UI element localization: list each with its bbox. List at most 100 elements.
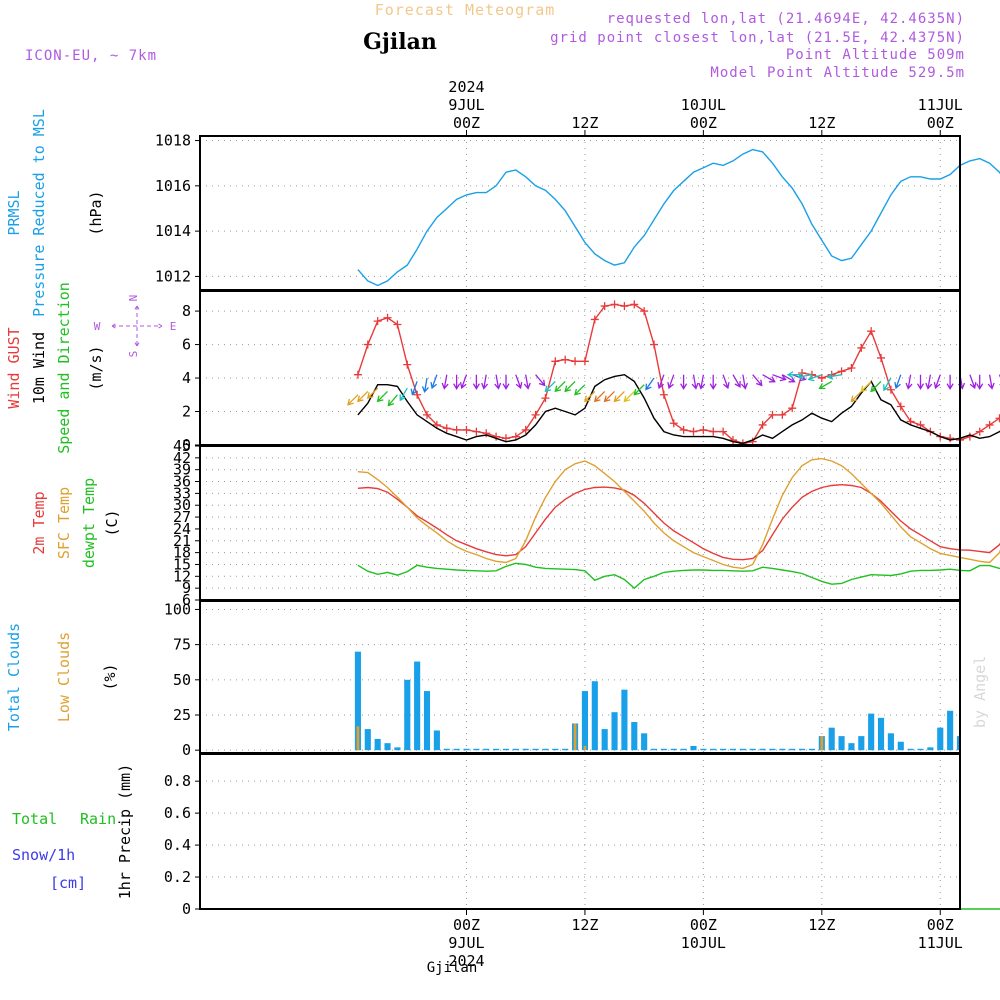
gust-marker xyxy=(758,420,767,429)
cloud-bar xyxy=(897,741,904,751)
cloud-bar xyxy=(877,717,885,751)
wind-arrow xyxy=(603,390,615,403)
bottom-time-label: 12Z xyxy=(571,916,598,934)
wind-arrow xyxy=(796,372,813,380)
pressure-background xyxy=(200,136,960,290)
wind-ylabel: Speed and Direction xyxy=(55,282,73,454)
temperature-ytick-label: 6 xyxy=(182,591,191,609)
cloud-bar xyxy=(739,748,746,751)
plot-area: 1012 1014 1016 1018 PRMSL Pressure Reduced to… xyxy=(5,78,1000,970)
wind-arrow xyxy=(883,377,892,392)
gust-marker xyxy=(590,315,599,324)
temperature-ytick-label: 42 xyxy=(173,449,191,467)
requested-coords: requested lon,lat (21.4694E, 42.4635N) xyxy=(607,11,965,27)
cloud-bar xyxy=(848,743,855,751)
wind-arrow xyxy=(410,381,418,396)
cloud-bar xyxy=(868,713,875,751)
gust-marker xyxy=(689,427,698,436)
temperature-ytick-label: 9 xyxy=(182,579,191,597)
cloud-bar xyxy=(779,748,786,751)
gust-marker xyxy=(383,313,392,322)
gust-marker xyxy=(985,420,994,429)
gust-marker xyxy=(580,357,589,366)
gust-marker xyxy=(472,427,481,436)
gust-marker xyxy=(867,327,876,336)
precipitation-frame xyxy=(199,753,961,910)
cloud-bar xyxy=(749,748,756,751)
wind-arrow xyxy=(584,390,596,403)
wind-arrow xyxy=(544,380,556,393)
credit-watermark: by Angel xyxy=(971,656,989,728)
cloud-bar xyxy=(789,748,796,751)
compass-arrows xyxy=(111,305,163,347)
wind-arrow xyxy=(347,394,359,406)
gust-marker xyxy=(442,424,451,433)
bottom-time-label: 12Z xyxy=(808,916,835,934)
wind-arrow xyxy=(807,374,823,382)
cloud-bar xyxy=(820,736,824,751)
cloud-bar xyxy=(660,748,667,751)
precipitation-ytick-label: 0.8 xyxy=(164,772,191,790)
wind-arrow xyxy=(709,374,717,390)
temperature-ylabel: dewpt Temp xyxy=(80,478,98,568)
cloud-bar xyxy=(583,745,587,751)
bottom-time-label: 00Z xyxy=(927,916,954,934)
compass-east: E xyxy=(170,320,177,333)
gust-marker xyxy=(571,357,580,366)
wind-arrow xyxy=(554,380,566,393)
precipitation-panel: 0 0.2 0.4 0.6 0.8 1hr Precip (mm) Total Rain Sno… xyxy=(12,753,1000,918)
cloud-bar xyxy=(542,748,549,751)
wind-ylabel: Wind GUST xyxy=(5,327,23,408)
temperature-ytick-label: 21 xyxy=(173,532,191,550)
gust-marker xyxy=(630,300,639,309)
bottom-time-label: 00Z xyxy=(453,916,480,934)
gust-marker xyxy=(946,434,955,443)
precipitation-ylabel: 1hr Precip (mm) xyxy=(116,764,134,899)
gust-marker xyxy=(728,435,737,444)
top-time-label: 11JUL xyxy=(918,96,963,114)
wind-arrow xyxy=(459,374,468,390)
cloud-bar xyxy=(433,730,440,751)
cloud-bar xyxy=(404,679,411,751)
clouds-ylabel: (%) xyxy=(101,663,119,690)
wind-arrow xyxy=(860,380,872,393)
temperature-ylabel: (C) xyxy=(103,509,121,536)
cloud-bar xyxy=(631,722,638,751)
gust-marker xyxy=(531,410,540,419)
pressure-ylabel: (hPa) xyxy=(87,190,105,235)
wind-arrow xyxy=(623,390,635,403)
legend-snow: Snow/1h xyxy=(12,846,75,864)
cloud-bar xyxy=(799,748,806,751)
cloud-bar xyxy=(414,661,421,751)
top-time-label: 00Z xyxy=(690,114,717,132)
cloud-bar xyxy=(710,748,717,751)
pressure-series-line xyxy=(357,148,1000,287)
clouds-ytick-label: 75 xyxy=(173,636,191,654)
cloud-bar xyxy=(808,748,816,751)
gust-marker xyxy=(788,404,797,413)
clouds-background xyxy=(200,601,960,753)
clouds-panel: 0 25 50 75 100 Total Clouds Low Clouds (%) xyxy=(5,600,961,759)
top-time-label: 10JUL xyxy=(681,96,726,114)
precipitation-background xyxy=(200,754,960,909)
wind-arrow xyxy=(946,374,954,390)
cloud-bar xyxy=(680,748,687,751)
wind-panel: 0 2 4 6 8 Wind GUST 10m Wind Speed and Directio… xyxy=(5,282,1000,454)
bottom-time-label: 10JUL xyxy=(681,934,726,952)
wind-arrow xyxy=(667,374,675,390)
legend-rain: Rain xyxy=(80,810,116,828)
gust-marker xyxy=(393,320,402,329)
gust-marker xyxy=(610,300,619,309)
cloud-bar xyxy=(720,748,727,751)
wind-arrow xyxy=(976,374,984,390)
cloud-bar xyxy=(601,729,608,751)
precipitation-ytick-label: 0 xyxy=(182,900,191,918)
gust-marker xyxy=(669,419,678,428)
model-label: ICON-EU, ~ 7km xyxy=(25,48,157,64)
cloud-bar xyxy=(947,710,954,751)
wind-ylabel: (m/s) xyxy=(87,345,105,390)
pressure-panel: 1012 1014 1016 1018 PRMSL Pressure Reduced to… xyxy=(5,109,1000,317)
precipitation-ytick-label: 0.4 xyxy=(164,836,191,854)
